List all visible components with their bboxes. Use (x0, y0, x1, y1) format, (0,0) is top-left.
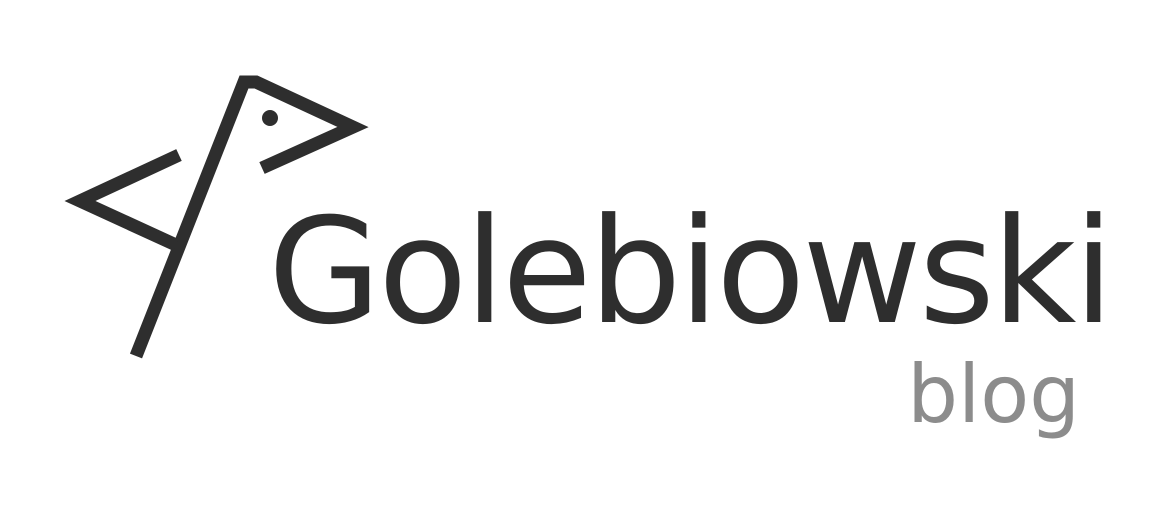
brand-name: Golebiowski (268, 187, 1114, 357)
bird-head-outline (129, 75, 369, 359)
brand-tagline: blog (907, 348, 1080, 441)
bird-eye (262, 110, 278, 126)
bird-wing-outline (64, 149, 182, 251)
